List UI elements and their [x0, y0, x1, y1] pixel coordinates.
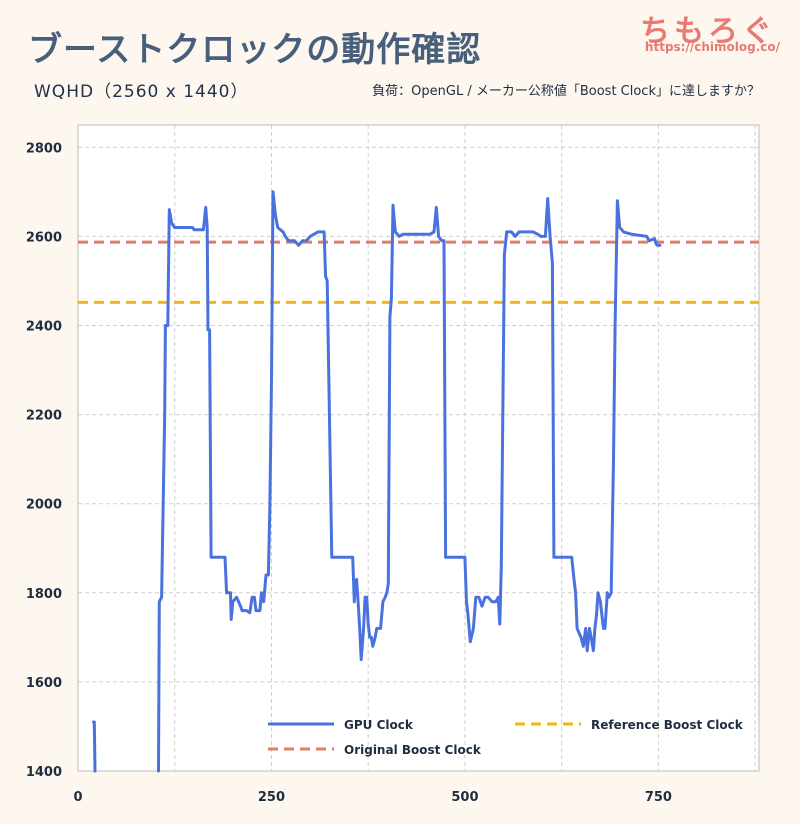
y-tick-label: 2200 [26, 409, 62, 424]
y-tick-label: 2600 [26, 230, 62, 245]
y-tick-label: 2400 [26, 319, 62, 334]
chart-subtitle: WQHD（2560 x 1440） [34, 82, 249, 102]
load-note: 負荷：OpenGL / メーカー公称値「Boost Clock」に達しますか？ [372, 84, 760, 99]
y-tick-label: 1600 [26, 676, 62, 691]
plot-border [77, 124, 760, 772]
brand-url: https://chimolog.co/ [644, 40, 780, 54]
legend-label: Original Boost Clock [344, 743, 482, 757]
y-tick-label: 1400 [26, 765, 62, 780]
x-tick-label: 750 [645, 790, 672, 805]
gpu-clock-line [92, 720, 97, 773]
plot-area [78, 125, 759, 771]
chart-title: ブーストクロックの動作確認 [28, 30, 482, 70]
y-tick-label: 2000 [26, 498, 62, 513]
legend-label: GPU Clock [344, 718, 414, 732]
x-tick-label: 500 [451, 790, 478, 805]
y-tick-label: 1800 [26, 587, 62, 602]
legend-label: Reference Boost Clock [591, 718, 744, 732]
brand-logo: ちもろぐ [640, 14, 776, 49]
gpu-clock-line [157, 190, 662, 773]
y-tick-label: 2800 [26, 141, 62, 156]
x-tick-label: 0 [73, 790, 82, 805]
x-tick-label: 250 [258, 790, 285, 805]
